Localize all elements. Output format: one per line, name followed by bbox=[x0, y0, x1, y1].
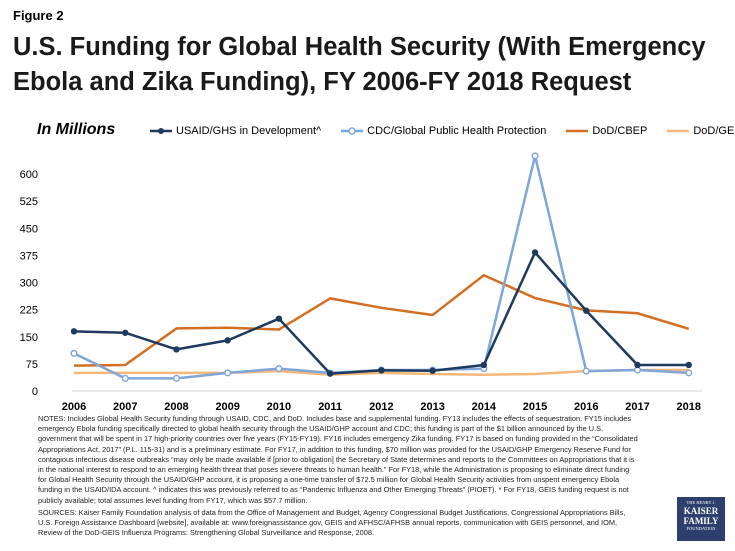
series-line-usaid bbox=[73, 251, 689, 375]
legend-item-dod-geis: DoD/GEIS* bbox=[667, 125, 735, 137]
data-point-cdc bbox=[685, 369, 693, 377]
legend-label-cdc: CDC/Global Public Health Protection bbox=[367, 125, 547, 137]
data-point-usaid bbox=[429, 367, 436, 374]
legend-item-cdc: CDC/Global Public Health Protection bbox=[341, 125, 546, 137]
data-point-usaid bbox=[480, 361, 488, 369]
x-tick-label: 2017 bbox=[625, 401, 649, 413]
data-point-cdc bbox=[224, 369, 232, 377]
data-point-usaid bbox=[685, 361, 692, 369]
x-tick-label: 2014 bbox=[472, 401, 497, 413]
y-tick-label: 375 bbox=[20, 250, 38, 262]
data-point-usaid bbox=[224, 337, 231, 344]
units-label: In Millions bbox=[37, 121, 116, 138]
data-point-usaid bbox=[326, 370, 334, 377]
x-tick-label: 2018 bbox=[676, 401, 700, 413]
legend-swatch-cdc bbox=[341, 127, 364, 135]
sources-text: SOURCES: Kaiser Family Foundation analys… bbox=[38, 507, 626, 538]
y-tick-label: 75 bbox=[26, 359, 38, 371]
x-tick-label: 2013 bbox=[420, 401, 444, 413]
line-chart: 0 75 150 225 300 375 450 525 600 2006 2007 2008 2009… bbox=[20, 152, 702, 413]
y-tick-label: 150 bbox=[20, 332, 38, 344]
notes-block: NOTES: Includes Global Health Security f… bbox=[38, 414, 638, 538]
y-tick-label: 525 bbox=[20, 196, 38, 208]
data-point-usaid bbox=[122, 329, 129, 336]
x-tick-label: 2009 bbox=[215, 401, 239, 413]
chart-legend: USAID/GHS in Development^ CDC/Global Pub… bbox=[150, 125, 735, 137]
legend-swatch-usaid bbox=[150, 128, 172, 134]
data-point-usaid bbox=[173, 346, 180, 353]
x-tick-label: 2011 bbox=[318, 401, 342, 413]
x-tick-label: 2010 bbox=[267, 401, 291, 413]
chart-title: U.S. Funding for Global Health Security … bbox=[13, 33, 706, 96]
data-point-cdc bbox=[172, 374, 181, 382]
notes-text: NOTES: Includes Global Health Security f… bbox=[38, 414, 638, 505]
logo-line-2: KAISER FAMILY bbox=[683, 506, 719, 526]
y-tick-label: 225 bbox=[20, 305, 38, 317]
x-tick-label: 2016 bbox=[574, 401, 598, 413]
x-tick-label: 2006 bbox=[62, 401, 86, 413]
data-point-usaid bbox=[275, 315, 283, 322]
y-tick-label: 300 bbox=[20, 278, 38, 290]
logo-line-1: THE HENRY J. bbox=[686, 500, 716, 505]
data-point-cdc bbox=[275, 365, 283, 373]
data-point-cdc bbox=[70, 349, 78, 357]
legend-label-usaid: USAID/GHS in Development^ bbox=[176, 125, 322, 137]
kff-logo: THE HENRY J. KAISER FAMILY FOUNDATION bbox=[677, 497, 725, 541]
legend-swatch-dod-geis bbox=[667, 129, 690, 133]
data-point-usaid bbox=[583, 307, 590, 314]
legend-label-dod-geis: DoD/GEIS* bbox=[693, 125, 735, 137]
logo-line-3: FOUNDATION bbox=[686, 526, 716, 531]
legend-item-usaid: USAID/GHS in Development^ bbox=[150, 125, 321, 137]
x-tick-label: 2007 bbox=[113, 401, 137, 413]
data-point-usaid bbox=[634, 361, 641, 369]
data-point-cdc bbox=[582, 367, 590, 375]
data-point-cdc bbox=[531, 152, 539, 160]
x-tick-label: 2008 bbox=[164, 401, 188, 413]
x-tick-label: 2015 bbox=[523, 401, 547, 413]
figure-label: Figure 2 bbox=[13, 8, 64, 23]
data-point-usaid bbox=[378, 367, 385, 374]
x-tick-label: 2012 bbox=[369, 401, 393, 413]
legend-item-dod-cbep: DoD/CBEP bbox=[566, 125, 647, 137]
y-tick-label: 450 bbox=[20, 223, 38, 235]
y-tick-label: 0 bbox=[32, 386, 38, 398]
data-point-usaid bbox=[70, 328, 78, 335]
data-point-usaid bbox=[531, 249, 539, 256]
data-point-cdc bbox=[121, 374, 129, 382]
legend-label-dod-cbep: DoD/CBEP bbox=[592, 125, 648, 137]
legend-swatch-dod-cbep bbox=[566, 129, 589, 133]
y-tick-label: 600 bbox=[20, 169, 38, 181]
